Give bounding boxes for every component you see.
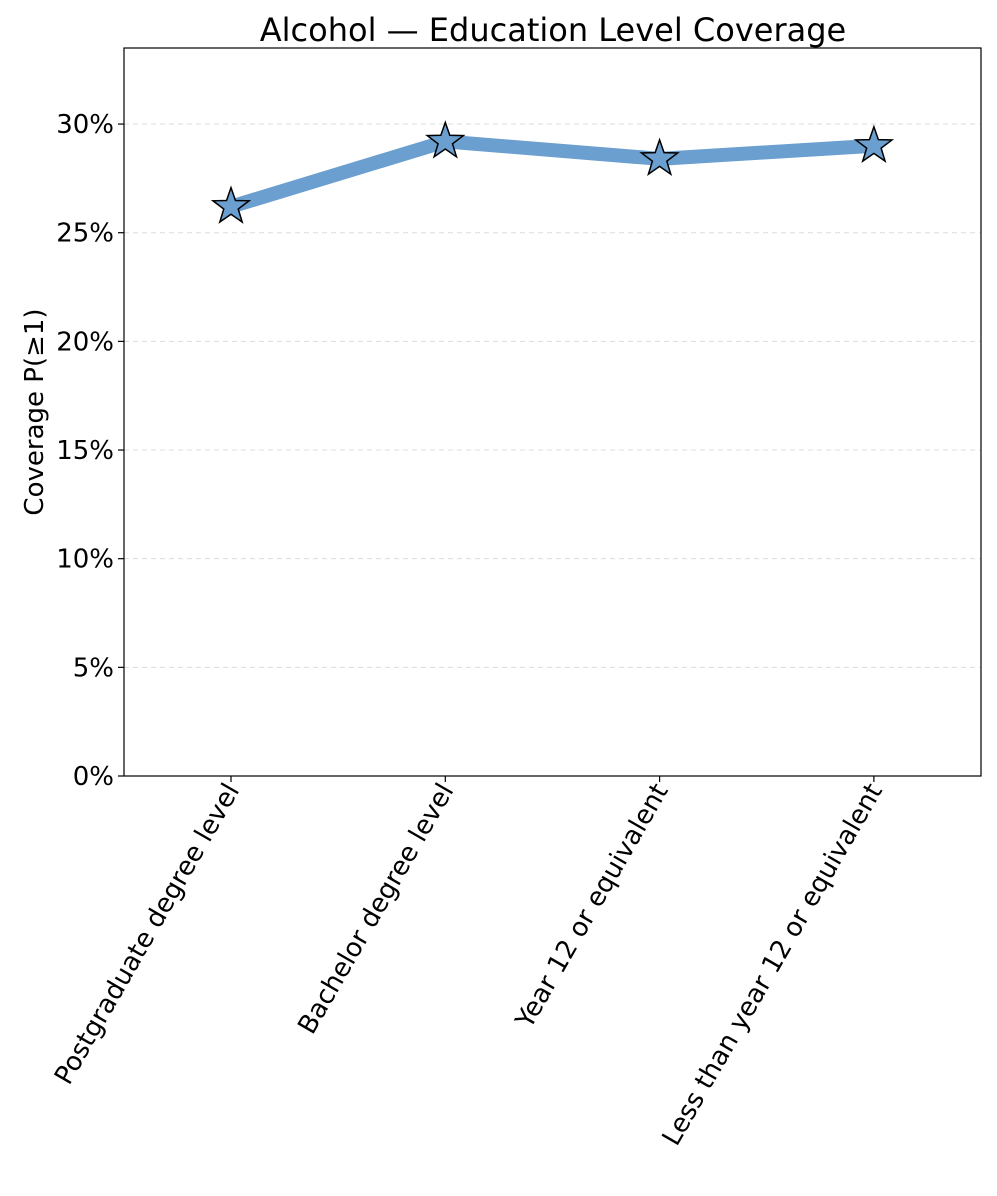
x-tick-label: Postgraduate degree level	[49, 779, 246, 1090]
y-axis-label: Coverage P(≥1)	[20, 308, 50, 515]
y-tick-label: 0%	[73, 762, 114, 792]
data-point-star	[853, 124, 895, 164]
y-tick-label: 10%	[56, 545, 114, 575]
plot-area-frame	[123, 47, 982, 777]
y-tick-label: 20%	[56, 327, 114, 357]
y-axis-ticks: 0% 5% 10% 15% 20% 25% 30%	[56, 110, 124, 792]
series-line	[228, 134, 875, 214]
x-tick-label: Bachelor degree level	[292, 779, 460, 1040]
chart-title: Alcohol — Education Level Coverage	[260, 11, 846, 49]
y-tick-label: 15%	[56, 436, 114, 466]
y-tick-label: 5%	[73, 653, 114, 683]
y-tick-label: 30%	[56, 110, 114, 140]
x-axis-ticks: Postgraduate degree level Bachelor degree…	[49, 776, 889, 1151]
data-series	[210, 120, 895, 224]
x-tick-label: Year 12 or equivalent	[510, 779, 675, 1035]
data-point-star	[425, 120, 466, 159]
data-point-star	[210, 185, 252, 224]
data-point-star	[639, 137, 680, 177]
y-grid	[124, 123, 981, 668]
y-tick-label: 25%	[56, 219, 114, 249]
x-tick-label: Less than year 12 or equivalent	[657, 779, 889, 1151]
